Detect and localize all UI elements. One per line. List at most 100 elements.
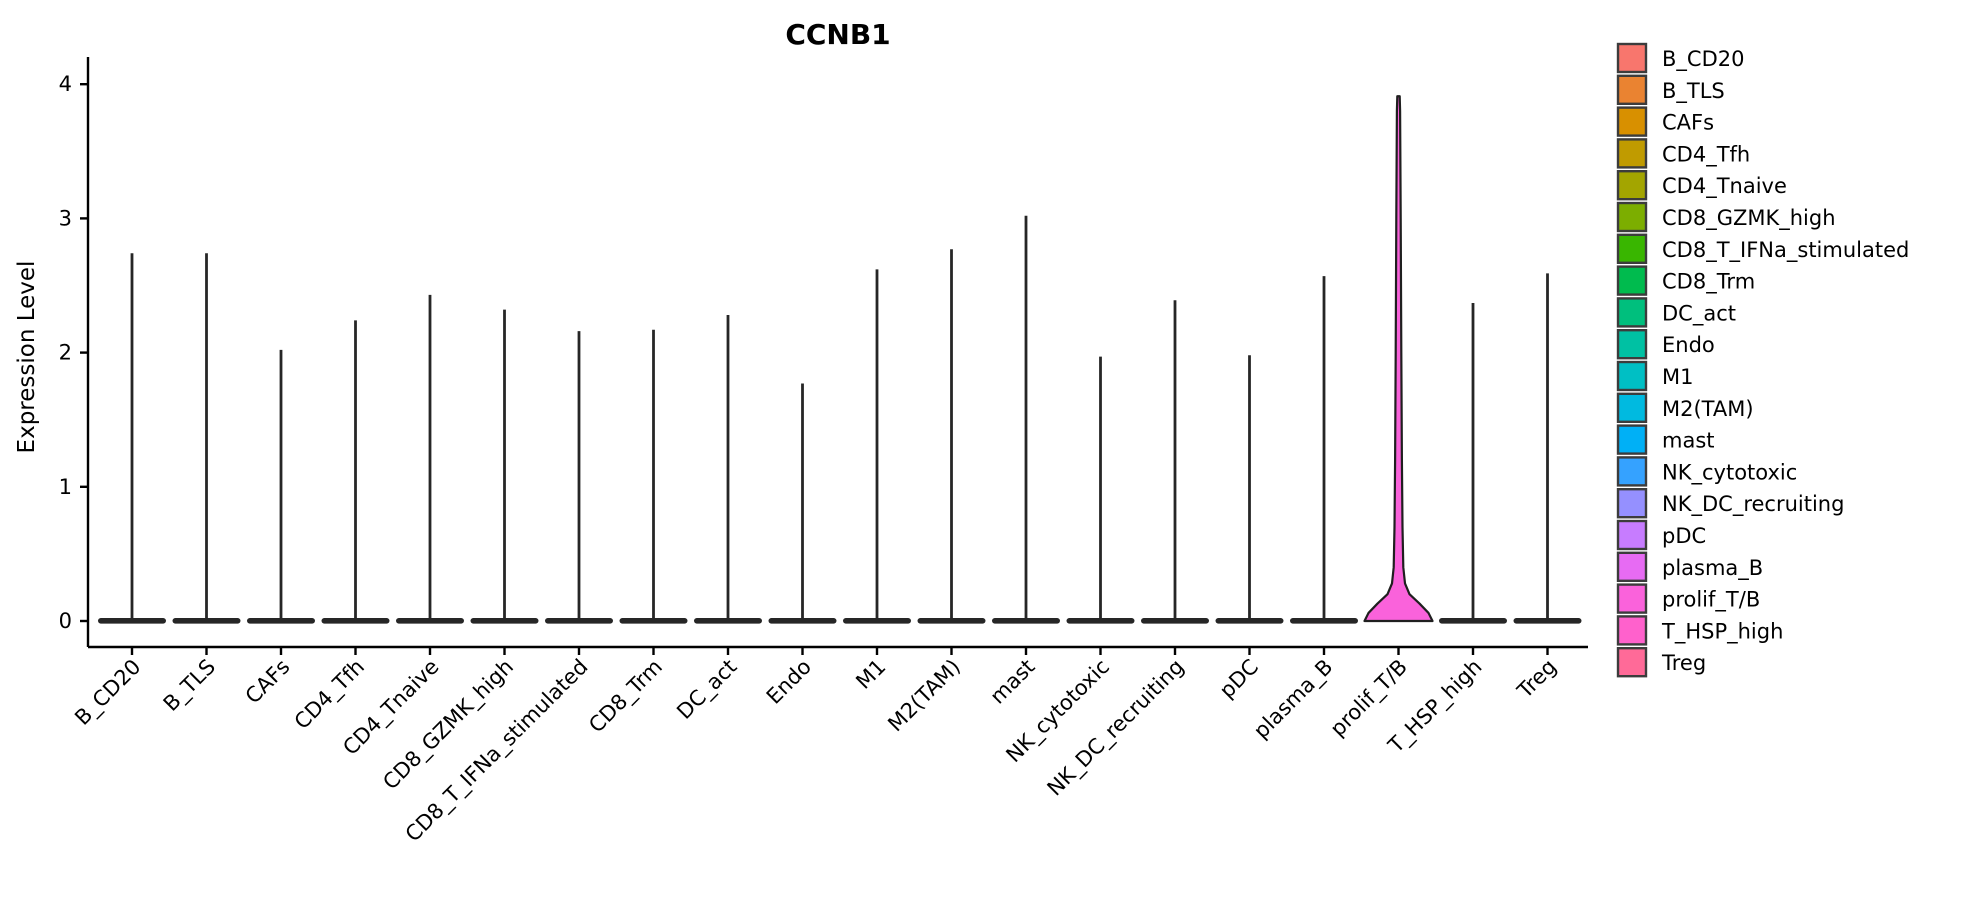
y-axis-title: Expression Level: [14, 261, 40, 454]
x-tick-label: NK_DC_recruiting: [1043, 655, 1190, 802]
legend-item: mast: [1616, 424, 1715, 455]
x-axis-labels: B_CD20 B_TLS CAFsCD4_TfhCD4_TnaiveCD8_GZMK…: [70, 647, 1561, 847]
x-tick-label: M1: [851, 655, 890, 694]
legend-item: NK_DC_recruiting: [1616, 488, 1844, 519]
legend-item: Treg: [1616, 647, 1706, 678]
x-tick-label: DC_act: [672, 655, 742, 725]
x-tick-label: CD8_GZMK_high: [378, 655, 518, 795]
legend-item-label: CD8_T_IFNa_stimulated: [1662, 238, 1909, 263]
legend-item-label: CD4_Tfh: [1662, 142, 1750, 167]
legend-item: prolif_T/B: [1616, 583, 1760, 614]
chart-title: CCNB1: [785, 18, 890, 51]
legend-swatch: [1616, 233, 1648, 265]
legend-swatch: [1616, 519, 1648, 551]
legend-item: plasma_B: [1616, 551, 1763, 582]
legend-swatch: [1616, 647, 1648, 678]
legend-swatch: [1616, 551, 1648, 582]
legend-item: CD8_T_IFNa_stimulated: [1616, 233, 1909, 265]
violin-flat-base: [1290, 618, 1358, 624]
legend-item-label: T_HSP_high: [1661, 619, 1783, 644]
legend-swatch: [1616, 297, 1648, 328]
legend-item: B_TLS: [1616, 74, 1725, 106]
legend-swatch: [1616, 456, 1648, 487]
y-tick-label: 2: [59, 341, 72, 365]
x-tick-label: plasma_B: [1249, 655, 1338, 744]
y-tick-label: 3: [59, 206, 72, 230]
legend-item-label: B_TLS: [1662, 79, 1725, 104]
legend-item-label: Treg: [1661, 651, 1706, 675]
legend-item-label: plasma_B: [1662, 556, 1763, 581]
violin-flat-base: [321, 618, 390, 624]
legend-item: CD8_GZMK_high: [1616, 201, 1836, 233]
x-tick-label: pDC: [1215, 655, 1263, 703]
legend-item: T_HSP_high: [1616, 615, 1783, 646]
violin-flat-base: [917, 618, 986, 624]
x-tick-label: Endo: [762, 655, 816, 709]
violin-flat-base: [619, 618, 688, 624]
violin-flat-base: [396, 618, 464, 624]
violins-group: [98, 95, 1582, 624]
legend-swatch: [1616, 201, 1648, 233]
legend-item: Endo: [1616, 329, 1715, 360]
legend-swatch: [1616, 42, 1648, 74]
violin-flat-base: [1066, 618, 1135, 624]
legend-item: CD4_Tnaive: [1616, 169, 1787, 201]
legend-swatch: [1616, 265, 1648, 296]
x-tick-label: Treg: [1512, 655, 1561, 704]
legend-item-label: CAFs: [1662, 111, 1714, 135]
legend-item-label: Endo: [1662, 333, 1715, 357]
violin-flat-base: [98, 618, 166, 624]
x-tick-label: CD8_Trm: [584, 655, 668, 739]
legend-item: CD8_Trm: [1616, 265, 1755, 296]
legend-swatch: [1616, 583, 1648, 614]
x-tick-label: M2(TAM): [883, 655, 965, 737]
legend-item: NK_cytotoxic: [1616, 456, 1797, 487]
legend-item: DC_act: [1616, 297, 1736, 328]
legend-item-label: NK_DC_recruiting: [1662, 492, 1844, 517]
y-tick-label: 0: [59, 609, 72, 633]
legend-item: pDC: [1616, 519, 1706, 551]
legend-item-label: CD4_Tnaive: [1662, 174, 1787, 199]
legend-swatch: [1616, 106, 1648, 137]
violin-flat-base: [1439, 618, 1507, 624]
axes: 0 1 2 3 4: [59, 57, 1588, 649]
y-tick-label: 1: [59, 475, 72, 499]
x-tick-label: CAFs: [241, 655, 295, 709]
legend-item-label: CD8_Trm: [1662, 270, 1755, 295]
violin-flat-base: [1215, 618, 1284, 624]
legend-swatch: [1616, 615, 1648, 646]
legend: B_CD20 B_TLS CAFs CD4_Tfh CD4_Tnaive CD8_GZMK…: [1616, 42, 1909, 678]
violin-flat-base: [1141, 618, 1209, 624]
violin-flat-base: [992, 618, 1060, 624]
violin-flat-base: [768, 618, 837, 624]
violin-flat-base: [694, 618, 762, 624]
legend-swatch: [1616, 169, 1648, 201]
violin-highlighted: [1363, 95, 1434, 623]
legend-swatch: [1616, 392, 1648, 423]
legend-item: CAFs: [1616, 106, 1714, 137]
violin-flat-base: [470, 618, 539, 624]
legend-item-label: CD8_GZMK_high: [1662, 206, 1836, 231]
legend-item-label: prolif_T/B: [1662, 588, 1760, 613]
legend-item-label: M1: [1662, 365, 1693, 389]
legend-item-label: NK_cytotoxic: [1662, 460, 1797, 485]
legend-item: CD4_Tfh: [1616, 138, 1750, 169]
violin-flat-base: [247, 618, 315, 624]
violin-flat-base: [545, 618, 613, 624]
violin-flat-base: [843, 618, 911, 624]
legend-swatch: [1616, 74, 1648, 106]
violin-flat-base: [1513, 618, 1582, 624]
legend-swatch: [1616, 424, 1648, 455]
legend-swatch: [1616, 360, 1648, 392]
legend-swatch: [1616, 138, 1648, 169]
x-tick-label: mast: [985, 655, 1039, 709]
legend-item: M1: [1616, 360, 1693, 392]
legend-item: M2(TAM): [1616, 392, 1754, 423]
legend-item-label: pDC: [1662, 524, 1706, 548]
legend-item-label: B_CD20: [1662, 47, 1744, 72]
legend-item-label: M2(TAM): [1662, 397, 1754, 421]
x-tick-label: B_TLS: [159, 655, 221, 717]
legend-item: B_CD20: [1616, 42, 1744, 74]
legend-item-label: mast: [1662, 429, 1715, 453]
